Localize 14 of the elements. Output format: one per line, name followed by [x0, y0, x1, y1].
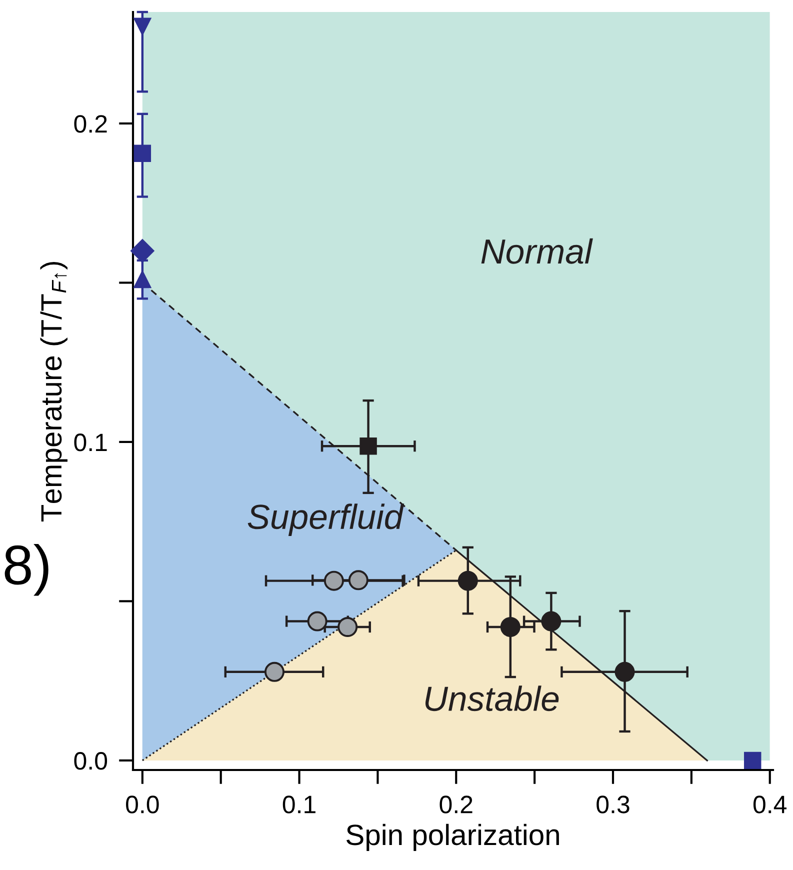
y-tick-label: 0.0	[74, 752, 108, 770]
x-tick-label: 0.3	[596, 796, 630, 814]
annotation: Normal	[481, 238, 593, 264]
annotation: Unstable	[425, 686, 559, 712]
text: 8)	[4, 544, 48, 596]
x-tick-label: 0.2	[440, 796, 472, 814]
x-tick-label: 0.1	[282, 796, 316, 814]
x-axis-title: Spin polarization	[346, 824, 559, 852]
x-tick-label: 0.0	[126, 796, 159, 814]
y-tick-label: 0.1	[74, 434, 107, 452]
x-tick-label: 0.4	[753, 796, 787, 814]
y-axis-title: Temperature (T/T$_{F↑}$)	[40, 262, 68, 522]
annotation: Superfluid	[248, 504, 404, 536]
y-tick-label: 0.2	[74, 115, 107, 133]
